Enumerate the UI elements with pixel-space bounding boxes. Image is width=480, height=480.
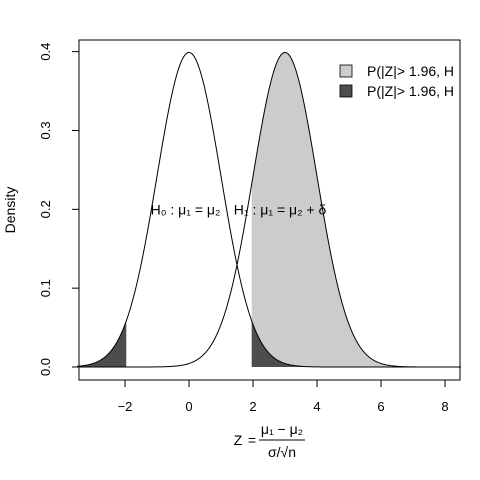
curve-h1 (77, 51, 461, 368)
legend-swatch (339, 84, 353, 98)
y-axis: 0.0 0.1 0.2 0.3 0.4 (38, 43, 80, 376)
x-axis-label: Z = μ₁ − μ₂ σ/√n (234, 421, 305, 460)
annotation-h0: H₀ : μ₁ = μ₂ (151, 201, 221, 217)
legend-label: P(|Z|> 1.96, H (367, 63, 454, 79)
y-tick-label: 0.1 (38, 279, 53, 297)
x-axis: −2 0 2 4 6 8 (118, 379, 449, 414)
shaded-region-h0-3 (251, 320, 461, 367)
x-tick-label: 0 (185, 399, 192, 414)
x-axis-label-equals: = (248, 432, 256, 448)
y-tick-label: 0.2 (38, 200, 53, 218)
legend-items: P(|Z|> 1.96, H P(|Z|> 1.96, H (339, 63, 454, 99)
x-axis-label-numerator: μ₁ − μ₂ (261, 421, 303, 437)
x-axis-label-variable: Z (234, 432, 243, 448)
hypothesis-annotations: H₀ : μ₁ = μ₂ H₁ : μ₁ = μ₂ + δ (151, 201, 327, 217)
shaded-region-h0-2 (77, 320, 127, 367)
legend: P(|Z|> 1.96, H P(|Z|> 1.96, H (339, 63, 454, 99)
curve-h0 (76, 51, 461, 368)
annotation-h1: H₁ : μ₁ = μ₂ + δ (234, 201, 327, 217)
shaded-region-h1-1 (251, 52, 461, 367)
y-tick-label: 0.4 (38, 43, 53, 61)
x-axis-label-denominator: σ/√n (268, 444, 296, 460)
x-tick-label: 4 (313, 399, 320, 414)
y-tick-label: 0.3 (38, 121, 53, 139)
legend-label: P(|Z|> 1.96, H (367, 83, 454, 99)
x-tick-label: 8 (441, 399, 448, 414)
y-tick-label: 0.0 (38, 358, 53, 376)
x-tick-label: −2 (118, 399, 133, 414)
shaded-regions (77, 52, 461, 367)
x-tick-label: 2 (249, 399, 256, 414)
x-tick-label: 6 (377, 399, 384, 414)
legend-swatch (339, 64, 353, 78)
y-axis-label: Density (2, 187, 18, 234)
density-curves (76, 51, 461, 368)
